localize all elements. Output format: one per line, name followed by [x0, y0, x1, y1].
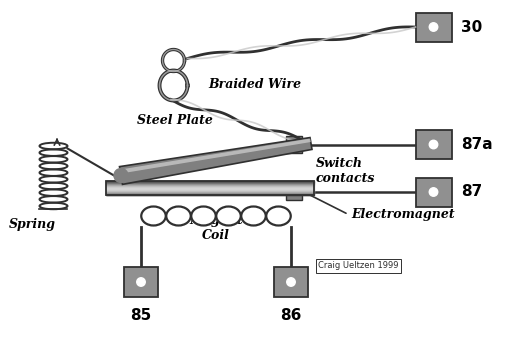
Text: Switch
contacts: Switch contacts — [316, 157, 375, 185]
Text: Electromagnet: Electromagnet — [351, 208, 455, 221]
Text: 85: 85 — [131, 308, 152, 323]
Text: Steel Plate: Steel Plate — [137, 115, 213, 128]
Ellipse shape — [141, 207, 166, 225]
Text: Magnet
Coil: Magnet Coil — [189, 214, 243, 242]
FancyBboxPatch shape — [286, 184, 302, 200]
Ellipse shape — [166, 207, 191, 225]
FancyBboxPatch shape — [274, 267, 308, 297]
FancyBboxPatch shape — [286, 136, 302, 153]
Circle shape — [429, 140, 438, 149]
Text: 87: 87 — [461, 184, 482, 199]
Ellipse shape — [191, 207, 216, 225]
Text: Spring: Spring — [9, 218, 55, 231]
Circle shape — [287, 278, 295, 286]
Text: 86: 86 — [280, 308, 302, 323]
FancyBboxPatch shape — [416, 13, 452, 41]
Circle shape — [137, 278, 145, 286]
FancyBboxPatch shape — [416, 130, 452, 159]
FancyBboxPatch shape — [416, 177, 452, 207]
Circle shape — [429, 188, 438, 196]
Ellipse shape — [266, 207, 291, 225]
FancyBboxPatch shape — [124, 267, 158, 297]
Text: Braided Wire: Braided Wire — [208, 78, 302, 91]
Circle shape — [114, 169, 128, 183]
Polygon shape — [119, 137, 312, 184]
Ellipse shape — [216, 207, 241, 225]
Text: 87a: 87a — [461, 137, 493, 152]
Text: Craig Ueltzen 1999: Craig Ueltzen 1999 — [318, 262, 399, 271]
Text: 30: 30 — [461, 19, 482, 35]
Ellipse shape — [241, 207, 266, 225]
Polygon shape — [120, 139, 311, 173]
Circle shape — [429, 23, 438, 31]
